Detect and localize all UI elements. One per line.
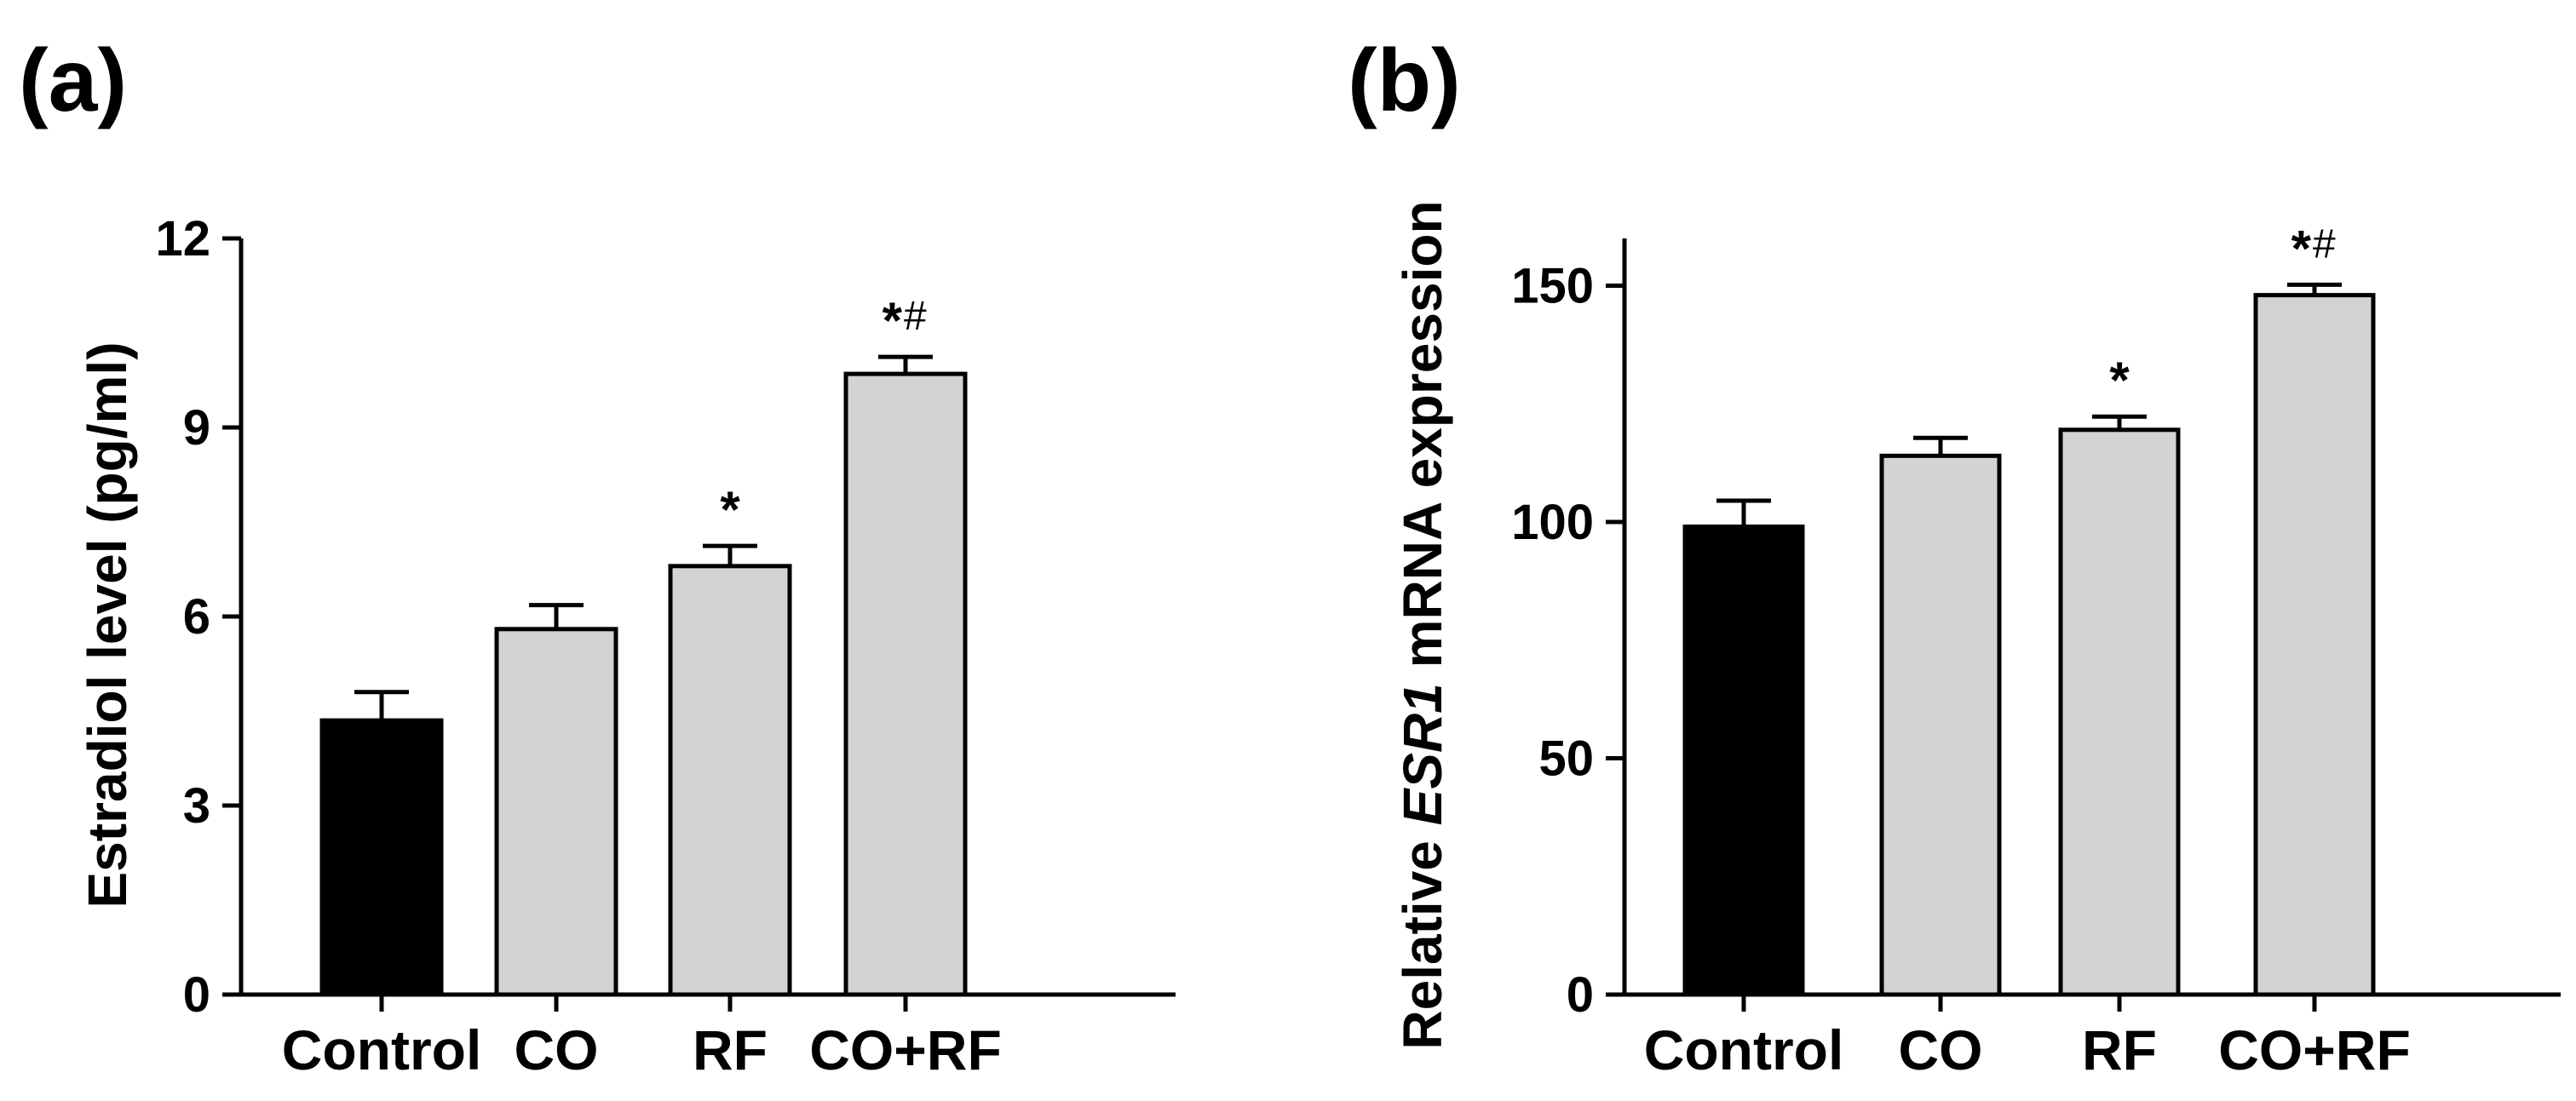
x-tick-label-b: CO bbox=[1899, 1018, 1983, 1081]
bar-b-1 bbox=[1879, 453, 2002, 997]
x-tick-label-b: RF bbox=[2082, 1018, 2157, 1081]
x-tick-label-b: CO+RF bbox=[2218, 1018, 2411, 1081]
significance-star-a: * bbox=[883, 292, 903, 349]
significance-hash-b: # bbox=[2313, 221, 2336, 267]
bar-b-2 bbox=[2058, 427, 2181, 997]
significance-star-b: * bbox=[2291, 220, 2312, 277]
x-tick-label-a: CO+RF bbox=[809, 1018, 1002, 1081]
significance-star-a: * bbox=[720, 481, 740, 538]
y-tick-label-a: 6 bbox=[183, 589, 210, 645]
bar-a-1 bbox=[494, 627, 618, 997]
bar-a-0 bbox=[319, 718, 444, 997]
bar-b-3 bbox=[2253, 293, 2376, 997]
x-tick-label-a: CO bbox=[515, 1018, 599, 1081]
panel-a-label: (a) bbox=[19, 32, 127, 130]
significance-hash-a: # bbox=[904, 294, 927, 339]
panel-b-label: (b) bbox=[1348, 32, 1461, 130]
y-axis-title-a: Estradiol level (pg/ml) bbox=[77, 341, 138, 908]
y-tick-label-a: 12 bbox=[155, 211, 210, 267]
y-tick-label-a: 9 bbox=[183, 400, 210, 456]
x-tick-label-b: Control bbox=[1644, 1018, 1844, 1081]
y-tick-label-b: 0 bbox=[1567, 967, 1594, 1023]
y-tick-label-b: 100 bbox=[1511, 495, 1594, 550]
bar-a-3 bbox=[843, 371, 968, 997]
x-tick-label-a: RF bbox=[693, 1018, 768, 1081]
bar-a-2 bbox=[668, 564, 792, 997]
y-tick-label-a: 3 bbox=[183, 778, 210, 834]
x-tick-label-a: Control bbox=[282, 1018, 482, 1081]
significance-star-b: * bbox=[2109, 352, 2130, 409]
y-tick-label-b: 50 bbox=[1538, 731, 1594, 787]
y-tick-label-a: 0 bbox=[183, 967, 210, 1023]
y-axis-title-b: Relative ESR1 mRNA expression bbox=[1392, 200, 1453, 1049]
y-tick-label-b: 150 bbox=[1511, 259, 1594, 314]
bar-b-0 bbox=[1682, 525, 1805, 997]
